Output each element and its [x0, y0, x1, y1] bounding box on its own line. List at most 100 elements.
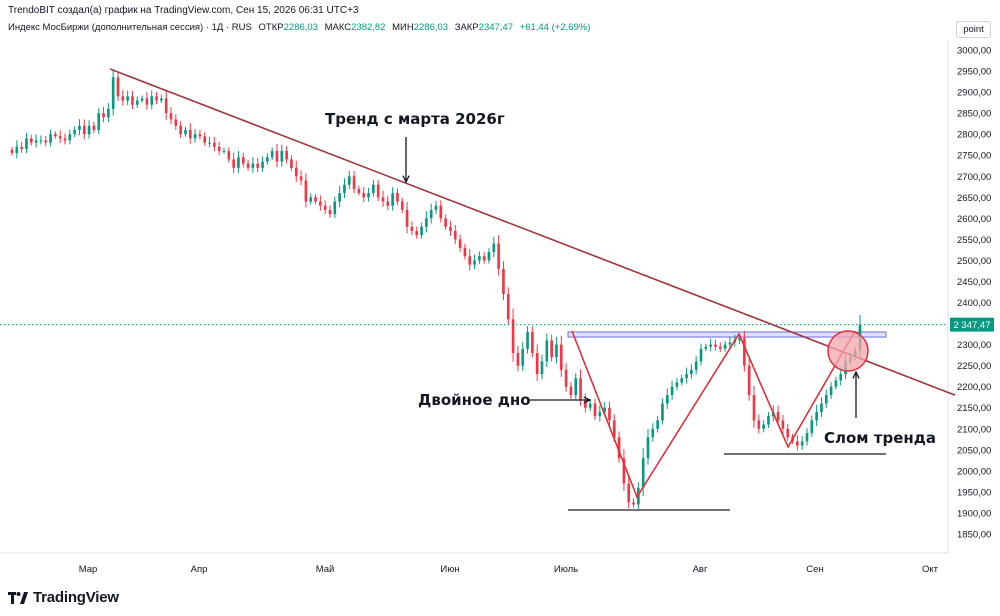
- candle-body: [391, 193, 394, 206]
- candle: [521, 342, 525, 372]
- candle-body: [762, 424, 765, 429]
- arrow-icon-head: [402, 175, 410, 184]
- candle-body: [376, 184, 380, 198]
- y-tick-label: 2750,00: [957, 151, 991, 162]
- candle: [632, 498, 635, 508]
- open-value: 2286,03: [283, 22, 318, 33]
- candle: [232, 152, 235, 174]
- candle: [463, 243, 467, 260]
- candle-body: [747, 365, 751, 396]
- candle-body: [78, 125, 81, 130]
- candle: [357, 185, 361, 196]
- candle: [386, 195, 390, 211]
- candle: [405, 201, 409, 234]
- candle: [487, 248, 491, 264]
- y-tick-label: 1900,00: [957, 508, 991, 519]
- candle: [164, 90, 168, 120]
- candle-body: [372, 184, 375, 194]
- candle-body: [266, 157, 269, 162]
- candle-body: [564, 369, 568, 387]
- candle-body: [820, 403, 823, 412]
- candle: [391, 186, 394, 211]
- candle: [15, 140, 19, 159]
- x-tick-label: Май: [316, 564, 335, 575]
- candle: [709, 338, 712, 352]
- candle: [482, 252, 486, 264]
- candle-body: [15, 146, 19, 154]
- candle-body: [362, 193, 366, 198]
- candle: [44, 135, 48, 147]
- y-tick-label: 2400,00: [957, 298, 991, 309]
- candle-body: [82, 125, 86, 135]
- candle: [410, 221, 414, 236]
- candle-body: [203, 136, 207, 143]
- candle: [237, 151, 240, 173]
- candle: [723, 341, 727, 352]
- candle: [622, 448, 626, 491]
- double-bottom-pattern: [571, 330, 856, 499]
- candle: [107, 103, 110, 123]
- last-price-value: 2 347,47: [954, 320, 991, 331]
- tradingview-logo[interactable]: TradingView: [8, 589, 119, 606]
- candle: [160, 95, 163, 104]
- candle: [111, 68, 115, 116]
- candle-body: [839, 374, 843, 381]
- candle-body: [73, 129, 76, 135]
- y-tick-label: 2250,00: [957, 361, 991, 372]
- symbol-name[interactable]: Индекс МосБиржи (дополнительная сессия) …: [8, 22, 252, 33]
- candle: [328, 205, 332, 218]
- candle: [805, 427, 809, 446]
- candle: [241, 152, 245, 168]
- candle: [588, 399, 592, 412]
- candle: [834, 376, 838, 390]
- candle-body: [434, 205, 438, 210]
- candle: [420, 222, 423, 239]
- point-button[interactable]: point: [956, 21, 991, 38]
- candle: [680, 374, 684, 386]
- candle: [800, 436, 804, 450]
- candle-body: [150, 96, 154, 105]
- candle-body: [222, 151, 226, 153]
- candle: [506, 287, 510, 325]
- y-tick-label: 2600,00: [957, 214, 991, 225]
- candle: [839, 367, 843, 386]
- candle-body: [251, 163, 255, 168]
- candle: [323, 200, 327, 215]
- candle-body: [718, 346, 722, 349]
- x-tick-label: Июн: [440, 564, 459, 575]
- candle-body: [444, 218, 447, 227]
- candle: [126, 90, 129, 106]
- annotation-double-bottom: Двойное дно: [418, 391, 531, 409]
- candle-body: [299, 176, 303, 181]
- candle-body: [87, 125, 91, 135]
- candle: [102, 107, 105, 123]
- candle: [222, 147, 226, 154]
- candle-body: [319, 201, 322, 206]
- candle-body: [641, 458, 645, 488]
- candle: [492, 236, 496, 258]
- candle: [718, 342, 722, 353]
- candle-body: [111, 77, 115, 109]
- candle-body: [661, 403, 664, 421]
- candle: [425, 211, 428, 233]
- candle-body: [824, 395, 828, 404]
- candle-body: [834, 380, 838, 387]
- low-value: 2286,03: [413, 22, 449, 33]
- candle-body: [675, 382, 679, 387]
- candle: [434, 200, 438, 214]
- candle: [704, 343, 708, 352]
- open-label: ОТКР: [258, 22, 284, 33]
- candle: [579, 369, 582, 407]
- candle-body: [473, 260, 476, 265]
- candle: [347, 170, 351, 190]
- candle-body: [540, 361, 544, 375]
- candle-body: [752, 395, 756, 421]
- candle-body: [405, 209, 409, 227]
- candle-body: [738, 338, 741, 341]
- candle: [415, 226, 419, 239]
- candle-body: [68, 134, 72, 141]
- candle: [449, 220, 452, 236]
- candle: [820, 397, 823, 417]
- candle: [58, 130, 62, 144]
